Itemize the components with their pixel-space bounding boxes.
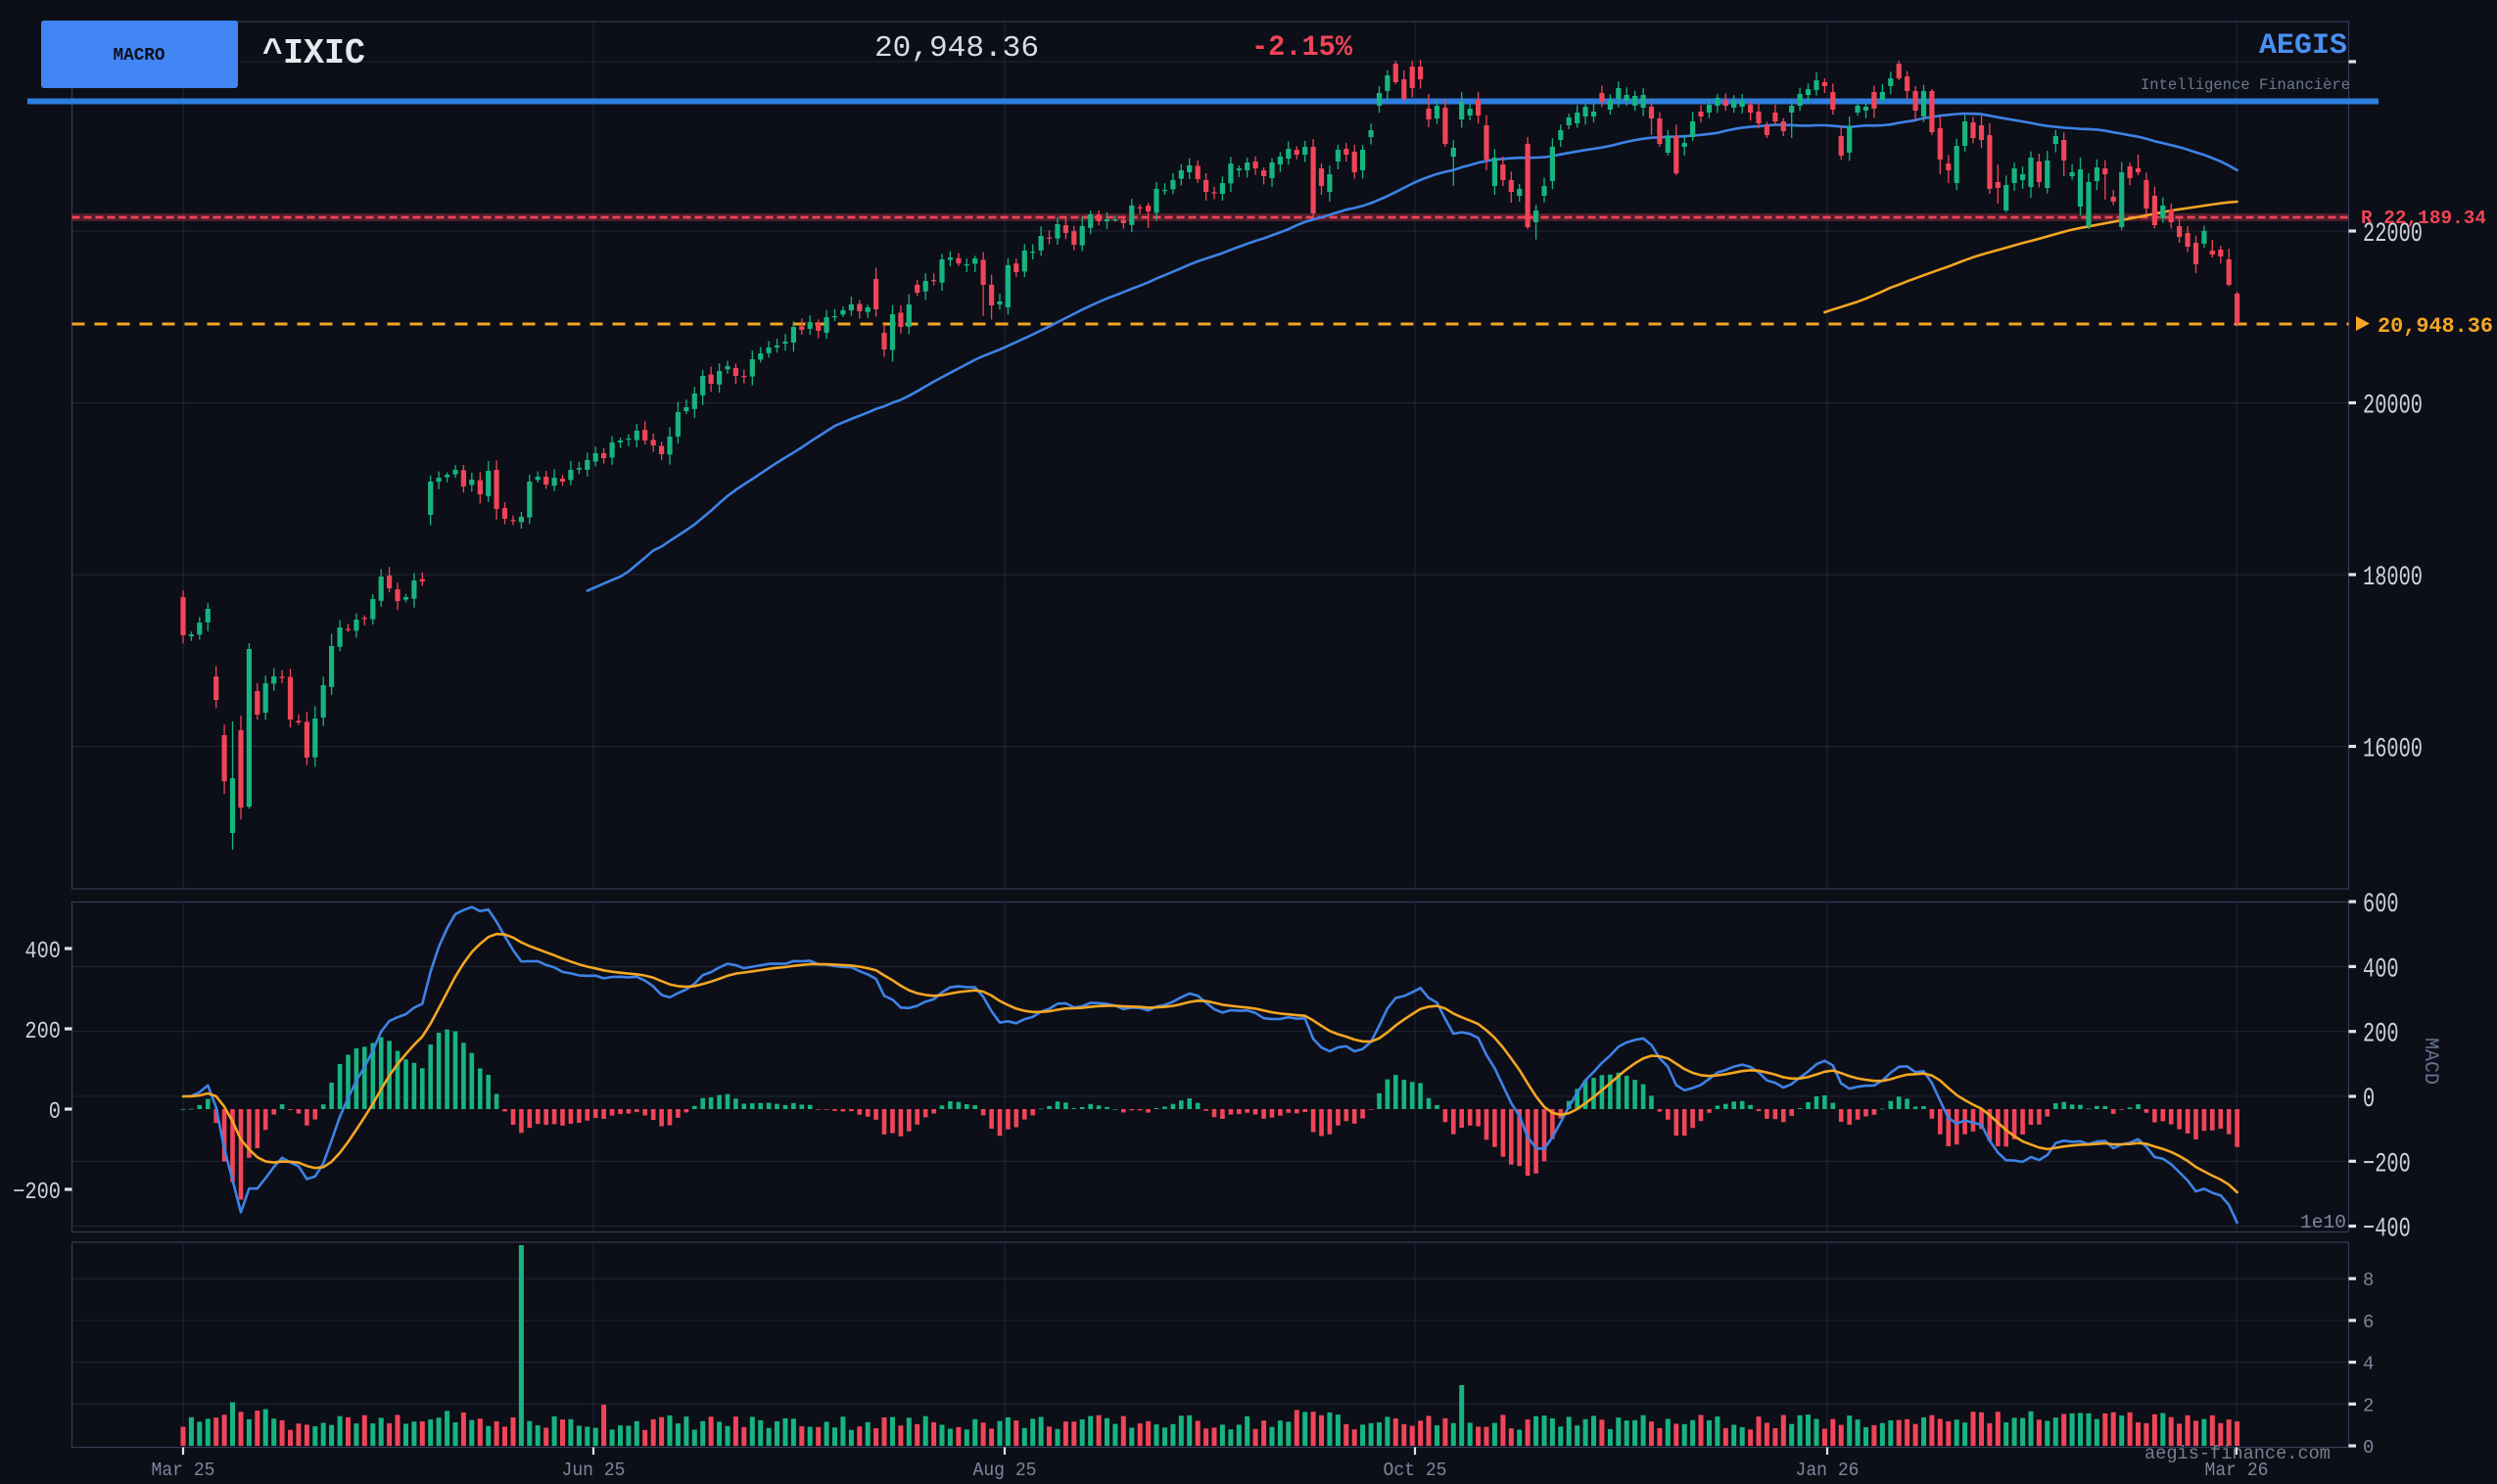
svg-text:1e10: 1e10 xyxy=(2300,1212,2346,1233)
svg-text:Mar 25: Mar 25 xyxy=(152,1460,215,1481)
svg-text:16000: 16000 xyxy=(2363,735,2423,765)
svg-text:−200: −200 xyxy=(13,1180,61,1206)
svg-text:400: 400 xyxy=(24,939,61,965)
svg-text:600: 600 xyxy=(2363,890,2399,920)
svg-text:400: 400 xyxy=(2363,954,2399,985)
svg-text:Jun 25: Jun 25 xyxy=(562,1460,626,1481)
svg-text:200: 200 xyxy=(24,1019,61,1045)
svg-text:−200: −200 xyxy=(2363,1149,2411,1180)
svg-text:20000: 20000 xyxy=(2363,392,2423,422)
svg-text:2: 2 xyxy=(2363,1395,2374,1416)
svg-text:MACD: MACD xyxy=(2419,1038,2441,1085)
svg-text:Mar 26: Mar 26 xyxy=(2205,1460,2269,1481)
svg-text:Oct 25: Oct 25 xyxy=(1384,1460,1447,1481)
svg-text:^IXIC: ^IXIC xyxy=(262,33,365,73)
svg-text:-2.15%: -2.15% xyxy=(1251,31,1353,65)
svg-text:8: 8 xyxy=(2363,1270,2374,1291)
svg-text:18000: 18000 xyxy=(2363,563,2423,593)
svg-text:Intelligence Financière: Intelligence Financière xyxy=(2141,76,2350,94)
svg-text:AEGIS: AEGIS xyxy=(2259,29,2347,63)
svg-text:−400: −400 xyxy=(2363,1215,2411,1245)
svg-text:22000: 22000 xyxy=(2363,219,2423,250)
svg-text:Aug 25: Aug 25 xyxy=(973,1460,1037,1481)
svg-text:0: 0 xyxy=(49,1099,61,1126)
svg-text:6: 6 xyxy=(2363,1312,2374,1333)
svg-text:20,948.36: 20,948.36 xyxy=(874,31,1039,66)
svg-text:Jan 26: Jan 26 xyxy=(1796,1460,1860,1481)
svg-text:20,948.36: 20,948.36 xyxy=(2378,314,2493,339)
svg-text:0: 0 xyxy=(2363,1437,2374,1459)
svg-text:200: 200 xyxy=(2363,1020,2399,1050)
svg-text:4: 4 xyxy=(2363,1354,2374,1375)
svg-text:0: 0 xyxy=(2363,1085,2375,1115)
svg-text:MACRO: MACRO xyxy=(114,46,165,66)
svg-text:R 22,189.34: R 22,189.34 xyxy=(2361,208,2486,229)
